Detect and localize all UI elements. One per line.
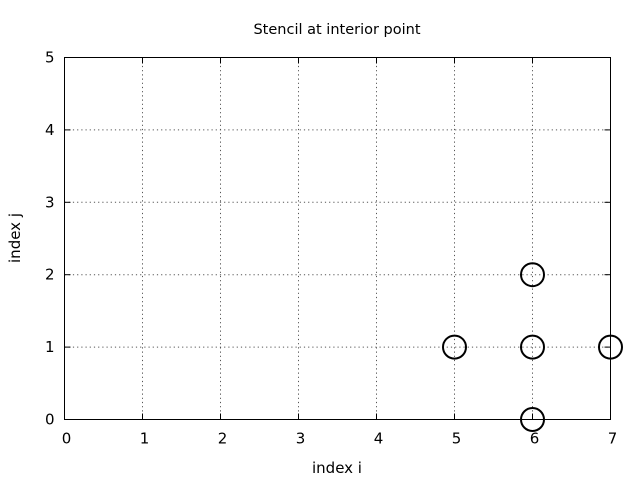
data-point xyxy=(598,334,623,360)
x-tick-labels: 0 1 2 3 4 5 6 7 xyxy=(62,430,618,448)
x-tick-label: 6 xyxy=(530,430,540,448)
y-tick-label: 5 xyxy=(45,49,55,67)
chart-title: Stencil at interior point xyxy=(253,22,420,38)
axis-ticks xyxy=(64,57,611,420)
y-tick-label: 0 xyxy=(45,411,55,429)
data-point xyxy=(520,334,545,360)
data-point xyxy=(442,334,467,360)
x-axis-label: index i xyxy=(312,459,362,477)
grid xyxy=(64,57,611,420)
y-tick-labels: 0 1 2 3 4 5 xyxy=(45,49,55,429)
y-tick-label: 4 xyxy=(45,121,55,139)
y-axis-label: index j xyxy=(6,213,24,263)
x-tick-label: 4 xyxy=(374,430,384,448)
x-tick-label: 2 xyxy=(218,430,228,448)
y-tick-label: 3 xyxy=(45,193,55,211)
x-tick-label: 7 xyxy=(608,430,618,448)
x-tick-label: 1 xyxy=(140,430,150,448)
y-tick-label: 2 xyxy=(45,266,55,284)
data-points xyxy=(442,262,623,432)
y-tick-label: 1 xyxy=(45,338,55,356)
plot-frame xyxy=(64,57,611,420)
x-tick-label: 3 xyxy=(296,430,306,448)
x-tick-label: 0 xyxy=(62,430,72,448)
x-tick-label: 5 xyxy=(452,430,462,448)
data-point xyxy=(520,407,545,432)
data-point xyxy=(520,262,545,288)
